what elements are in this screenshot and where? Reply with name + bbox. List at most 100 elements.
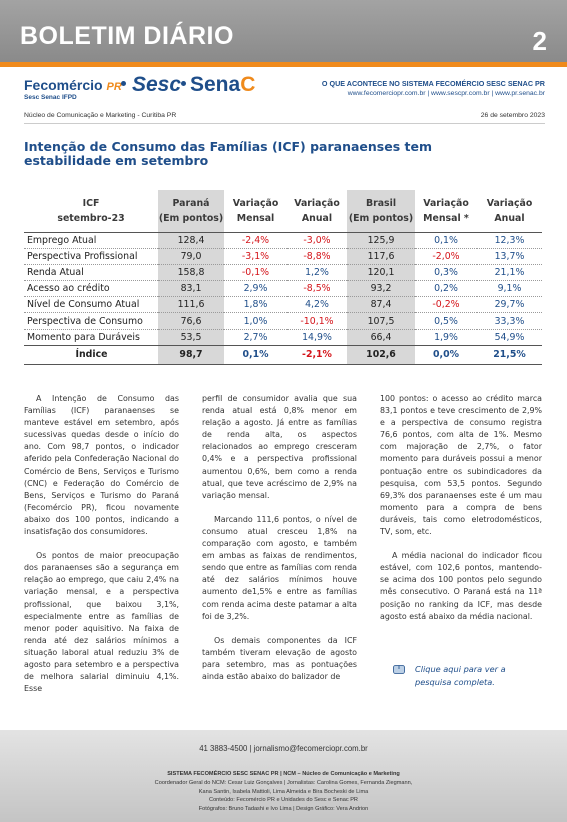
senac-logo[interactable]: SenaC (190, 73, 256, 96)
website-links[interactable]: www.fecomerciopr.com.br | www.sescpr.com… (347, 90, 545, 97)
cell-pr: 53,5 (158, 329, 224, 346)
cell-br-a: 12,3% (477, 232, 542, 249)
header-var-mensal: Variação Mensal (224, 190, 287, 233)
cell-pr: 76,6 (158, 312, 224, 330)
table-row: Perspectiva de Consumo 76,6 1,0% -10,1% 107,… (24, 312, 542, 330)
table-header-row: ICF setembro-23 Paraná (Em pontos) Varia… (24, 190, 542, 233)
cell-pr: 111,6 (158, 296, 224, 314)
row-label: Perspectiva de Consumo (24, 312, 158, 330)
sub-header: Núcleo de Comunicação e Marketing - Curi… (24, 112, 545, 124)
header-var-anual: Variação Anual (287, 190, 347, 233)
paragraph: perfil de consumidor avalia que sua rend… (202, 394, 357, 500)
text-column-3: 100 pontos: o acesso ao crédito marca 83… (380, 393, 542, 635)
paragraph: A Intenção de Consumo das Famílias (ICF)… (24, 394, 179, 537)
paragraph: 100 pontos: o acesso ao crédito marca 83… (380, 394, 542, 537)
cell-br-a: 21,1% (477, 264, 542, 282)
cell-br: 66,4 (347, 329, 415, 346)
cell-br: 117,6 (347, 248, 415, 265)
cell-pr-m: -0,1% (224, 264, 287, 282)
table-row: Emprego Atual 128,4 -2,4% -3,0% 125,9 0,1% 12,… (24, 232, 542, 249)
header-brasil: Brasil (Em pontos) (347, 190, 415, 233)
row-label: Renda Atual (24, 264, 158, 282)
row-label: Momento para Duráveis (24, 329, 158, 346)
cell-pr-m: 1,8% (224, 296, 287, 314)
cell-br-a: 9,1% (477, 280, 542, 298)
cell-br-m: 0,2% (415, 280, 477, 298)
credits: SISTEMA FECOMÉRCIO SESC SENAC PR | NCM –… (154, 771, 413, 813)
table-row: Acesso ao crédito 83,1 2,9% -8,5% 93,2 0,2% 9,… (24, 280, 542, 298)
cell-br-m: -2,0% (415, 248, 477, 265)
table-row: Perspectiva Profissional 79,0 -3,1% -8,8% 11… (24, 248, 542, 265)
article-title: Intenção de Consumo das Famílias (ICF) p… (24, 139, 432, 168)
cell-pr-a: -2,1% (287, 344, 347, 365)
table-row: Nível de Consumo Atual 111,6 1,8% 4,2% 87,4-… (24, 296, 542, 314)
cell-br: 93,2 (347, 280, 415, 298)
cell-br: 107,5 (347, 312, 415, 330)
orange-divider (0, 62, 567, 67)
row-label: Nível de Consumo Atual (24, 296, 158, 314)
cell-br-m: -0,2% (415, 296, 477, 314)
cell-pr-a: -10,1% (287, 312, 347, 330)
header-icf: ICF setembro-23 (24, 190, 158, 233)
cell-pr: 158,8 (158, 264, 224, 282)
header-parana: Paraná (Em pontos) (158, 190, 224, 233)
cell-br-a: 21,5% (477, 344, 542, 365)
separator-dot (181, 81, 186, 86)
cell-br-m: 1,9% (415, 329, 477, 346)
index-row: Índice 98,7 0,1% -2,1% 102,6 0,0% 21,5% (24, 344, 542, 365)
row-label: Emprego Atual (24, 232, 158, 249)
header-br-var-mensal: Variação Mensal * (415, 190, 477, 233)
cell-pr: 128,4 (158, 232, 224, 249)
page-number: 2 (532, 26, 547, 56)
header-band: BOLETIM DIÁRIO 2 (0, 0, 567, 62)
tagline: O QUE ACONTECE NO SISTEMA FECOMÉRCIO SES… (321, 79, 545, 97)
cell-pr-m: 1,0% (224, 312, 287, 330)
paragraph: A média nacional do indicador ficou está… (380, 551, 542, 621)
cell-br-a: 13,7% (477, 248, 542, 265)
paragraph: Os demais componentes da ICF também tive… (202, 635, 357, 681)
cell-pr-m: 2,7% (224, 329, 287, 346)
fecomercio-logo[interactable]: Fecomércio PR (24, 77, 122, 93)
cell-pr: 83,1 (158, 280, 224, 298)
survey-link[interactable]: Clique aqui para ver a pesquisa completa… (393, 663, 541, 689)
row-label: Índice (24, 344, 158, 365)
cell-br-m: 0,5% (415, 312, 477, 330)
cell-pr-m: -3,1% (224, 248, 287, 265)
cell-br: 125,9 (347, 232, 415, 249)
table-row: Renda Atual 158,8 -0,1% 1,2% 120,1 0,3% 21,1% (24, 264, 542, 282)
publication-date: 26 de setembro 2023 (480, 112, 545, 119)
cell-br-m: 0,3% (415, 264, 477, 282)
cell-pr-a: 1,2% (287, 264, 347, 282)
cell-br-m: 0,0% (415, 344, 477, 365)
mouse-icon (393, 665, 405, 674)
separator-dot (121, 81, 126, 86)
cell-pr-a: 4,2% (287, 296, 347, 314)
row-label: Perspectiva Profissional (24, 248, 158, 265)
survey-link-line1[interactable]: Clique aqui para ver a (415, 664, 506, 674)
department-label: Núcleo de Comunicação e Marketing - Curi… (24, 112, 177, 119)
header-br-var-anual: Variação Anual (477, 190, 542, 233)
cell-pr-m: -2,4% (224, 232, 287, 249)
sesc-logo[interactable]: Sesc (132, 73, 182, 96)
table-row: Momento para Duráveis 53,5 2,7% 14,9% 66,4 1,… (24, 329, 542, 346)
cell-br: 120,1 (347, 264, 415, 282)
cell-pr-a: -3,0% (287, 232, 347, 249)
text-column-1: A Intenção de Consumo das Famílias (ICF)… (24, 393, 179, 707)
cell-pr-m: 2,9% (224, 280, 287, 298)
footer: 41 3883-4500 | jornalismo@fecomerciopr.c… (0, 730, 567, 822)
cell-br-a: 54,9% (477, 329, 542, 346)
cell-br-m: 0,1% (415, 232, 477, 249)
cell-pr: 79,0 (158, 248, 224, 265)
cell-pr-a: 14,9% (287, 329, 347, 346)
paragraph: Marcando 111,6 pontos, o nível de consum… (202, 514, 357, 621)
logos-row: Fecomércio PR Sesc Senac IFPD Sesc SenaC… (0, 67, 567, 112)
contact-info[interactable]: 41 3883-4500 | jornalismo@fecomerciopr.c… (199, 744, 368, 753)
bulletin-title: BOLETIM DIÁRIO (20, 22, 234, 50)
row-label: Acesso ao crédito (24, 280, 158, 298)
survey-link-line2[interactable]: pesquisa completa. (415, 677, 495, 687)
cell-pr-a: -8,8% (287, 248, 347, 265)
paragraph: Os pontos de maior preocupação dos paran… (24, 551, 179, 694)
cell-br-a: 33,3% (477, 312, 542, 330)
cell-pr: 98,7 (158, 344, 224, 365)
cell-pr-m: 0,1% (224, 344, 287, 365)
